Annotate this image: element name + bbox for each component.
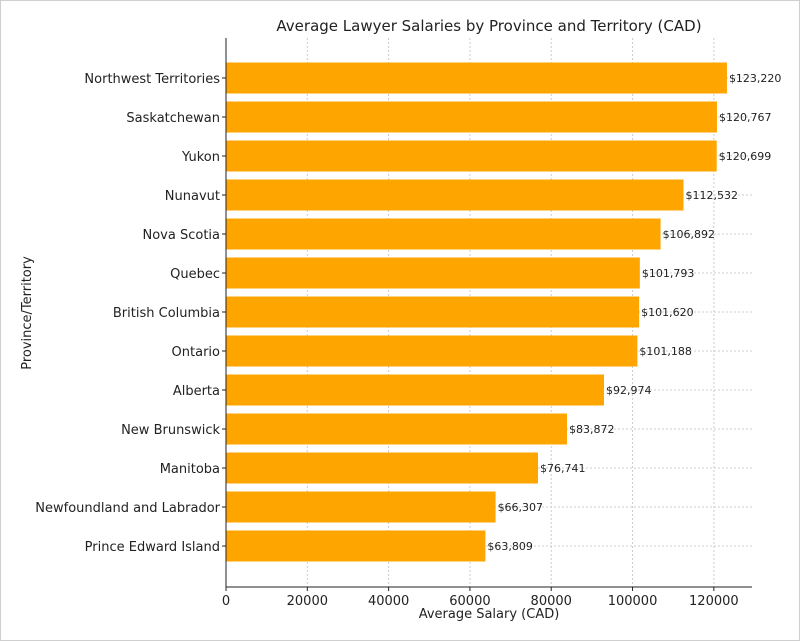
- y-tick-label: Manitoba: [160, 462, 220, 477]
- bar: [226, 218, 661, 250]
- bar: [226, 374, 604, 406]
- y-tick-label: Alberta: [173, 384, 220, 399]
- data-label: $120,767: [719, 111, 772, 124]
- y-tick-label: Yukon: [181, 150, 220, 165]
- data-label: $101,793: [642, 267, 695, 280]
- bar: [226, 257, 640, 289]
- bar: [226, 335, 638, 367]
- x-tick-label: 0: [222, 594, 230, 609]
- bar: [226, 296, 640, 328]
- x-axis-label: Average Salary (CAD): [419, 607, 560, 622]
- bar: [226, 179, 684, 211]
- bar: [226, 530, 486, 562]
- y-tick-label: Prince Edward Island: [85, 540, 220, 555]
- x-tick-label: 120000: [689, 594, 739, 609]
- y-tick-label: Saskatchewan: [126, 111, 220, 126]
- x-tick-label: 60000: [449, 594, 490, 609]
- x-tick-label: 80000: [531, 594, 572, 609]
- data-label: $76,741: [540, 462, 586, 475]
- y-tick-label: Newfoundland and Labrador: [35, 501, 220, 516]
- data-label: $83,872: [569, 423, 615, 436]
- data-label: $120,699: [719, 150, 772, 163]
- data-label: $101,620: [641, 306, 694, 319]
- data-label: $101,188: [639, 345, 692, 358]
- bar: [226, 491, 496, 523]
- data-label: $63,809: [487, 540, 533, 553]
- x-tick-label: 20000: [287, 594, 328, 609]
- x-tick-label: 40000: [368, 594, 409, 609]
- y-axis-label: Province/Territory: [20, 256, 35, 370]
- bar: [226, 140, 717, 172]
- bar: [226, 62, 727, 94]
- y-tick-label: British Columbia: [113, 306, 220, 321]
- y-tick-label: Quebec: [170, 267, 220, 282]
- bar: [226, 413, 567, 445]
- y-tick-label: New Brunswick: [121, 423, 220, 438]
- data-label: $92,974: [606, 384, 652, 397]
- y-tick-label: Ontario: [172, 345, 220, 360]
- bar: [226, 101, 717, 133]
- y-tick-label: Nova Scotia: [143, 228, 221, 243]
- data-label: $112,532: [686, 189, 739, 202]
- data-label: $106,892: [663, 228, 716, 241]
- data-label: $123,220: [729, 72, 782, 85]
- x-tick-label: 100000: [608, 594, 658, 609]
- data-label: $66,307: [498, 501, 544, 514]
- y-tick-label: Northwest Territories: [84, 72, 220, 87]
- bar: [226, 452, 538, 484]
- y-tick-label: Nunavut: [165, 189, 220, 204]
- chart-title: Average Lawyer Salaries by Province and …: [276, 17, 701, 35]
